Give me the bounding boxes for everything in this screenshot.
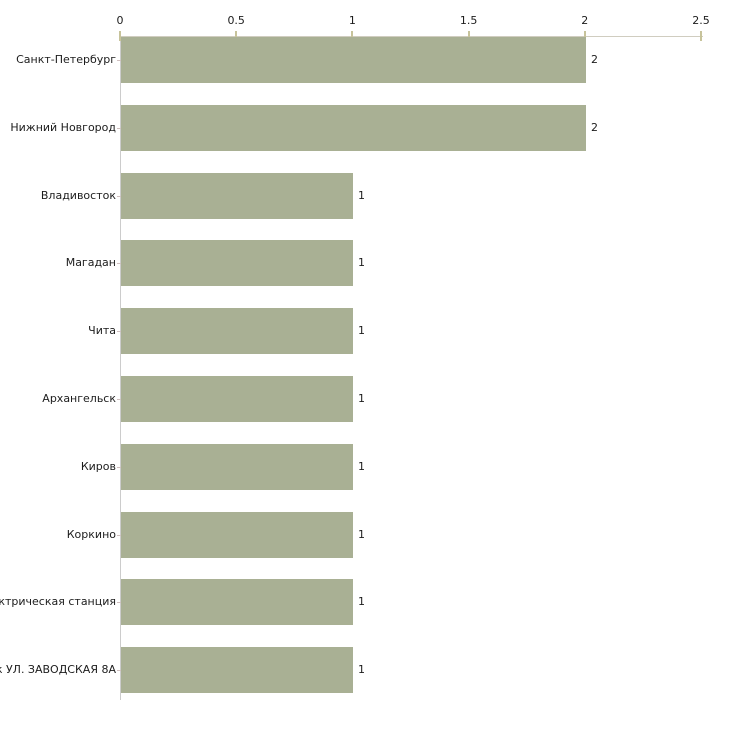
- bar-value-label: 1: [358, 528, 365, 541]
- bar: [121, 240, 353, 286]
- y-axis-tick: [117, 331, 121, 332]
- bar-value-label: 1: [358, 595, 365, 608]
- category-label: Нижний Новгород: [10, 121, 116, 134]
- category-label: ектрическая станция: [0, 595, 116, 608]
- y-axis-tick: [117, 60, 121, 61]
- x-axis-tick-label: 1: [348, 14, 356, 27]
- bar: [121, 37, 586, 83]
- bar: [121, 173, 353, 219]
- y-axis-tick: [117, 535, 121, 536]
- x-axis-line: [120, 36, 703, 37]
- category-label: Магадан: [65, 256, 116, 269]
- y-axis-tick: [117, 196, 121, 197]
- x-axis-tick: [700, 31, 702, 41]
- y-axis-tick: [117, 670, 121, 671]
- y-axis-tick: [117, 602, 121, 603]
- y-axis-tick: [117, 467, 121, 468]
- bar-value-label: 2: [591, 121, 598, 134]
- category-label: Санкт-Петербург: [16, 53, 116, 66]
- bar-value-label: 1: [358, 189, 365, 202]
- bar: [121, 444, 353, 490]
- bar-value-label: 1: [358, 392, 365, 405]
- y-axis-tick: [117, 128, 121, 129]
- category-label: Чита: [88, 324, 116, 337]
- bar-value-label: 1: [358, 324, 365, 337]
- bar-value-label: 2: [591, 53, 598, 66]
- category-label: Коркино: [66, 528, 116, 541]
- bar: [121, 376, 353, 422]
- x-axis-tick-label: 1.5: [459, 14, 478, 27]
- y-axis-tick: [117, 399, 121, 400]
- x-axis-tick: [351, 31, 354, 41]
- x-axis-tick: [467, 31, 470, 41]
- bar-value-label: 1: [358, 460, 365, 473]
- x-axis-tick-label: 0: [116, 14, 124, 27]
- x-axis-tick: [583, 31, 586, 41]
- y-axis-line: [120, 36, 121, 700]
- category-label: Архангельск: [42, 392, 116, 405]
- x-axis-tick: [119, 31, 121, 41]
- category-label: Киров: [80, 460, 116, 473]
- bar: [121, 512, 353, 558]
- bar-value-label: 1: [358, 256, 365, 269]
- bar: [121, 308, 353, 354]
- bar-value-label: 1: [358, 663, 365, 676]
- bar: [121, 647, 353, 693]
- x-axis-tick-label: 2: [581, 14, 589, 27]
- bar: [121, 105, 586, 151]
- category-label: к УЛ. ЗАВОДСКАЯ 8А: [0, 663, 116, 676]
- bar: [121, 579, 353, 625]
- category-label: Владивосток: [40, 189, 116, 202]
- x-axis-tick: [235, 31, 238, 41]
- x-axis-tick-label: 2.5: [692, 14, 710, 27]
- x-axis-tick-label: 0.5: [227, 14, 245, 27]
- y-axis-tick: [117, 263, 121, 264]
